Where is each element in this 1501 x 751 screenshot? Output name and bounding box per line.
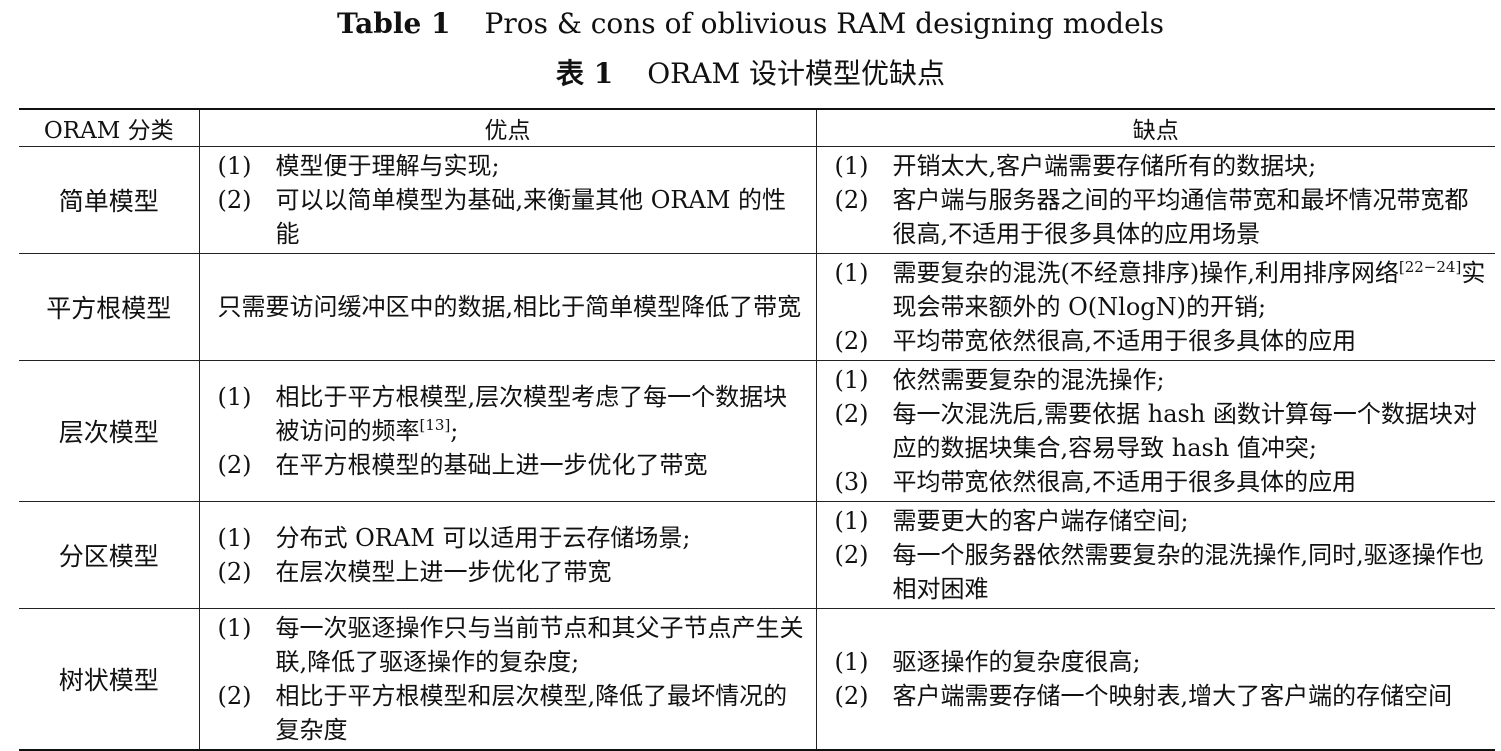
list-item: (1) 驱逐操作的复杂度很高;: [835, 645, 1490, 679]
item-number: (1): [217, 152, 252, 180]
item-number: (2): [217, 186, 252, 214]
item-text-part: ;: [450, 417, 459, 445]
list-item: (2) 相比于平方根模型和层次模型,降低了最坏情况的复杂度: [218, 679, 810, 747]
item-text: 模型便于理解与实现;: [275, 152, 500, 180]
item-text: 需要复杂的混洗(不经意排序)操作,利用排序网络[22−24]实现会带来额外的 O…: [893, 256, 1490, 324]
item-number: (2): [834, 400, 869, 428]
list-item: (1) 需要复杂的混洗(不经意排序)操作,利用排序网络[22−24]实现会带来额外…: [835, 256, 1490, 324]
item-text-part: 相比于平方根模型,层次模型考虑了每一个数据块被访问的频率: [275, 383, 788, 445]
list-item: (2) 每一个服务器依然需要复杂的混洗操作,同时,驱逐操作也相对困难: [835, 538, 1490, 606]
item-text: 每一次驱逐操作只与当前节点和其父子节点产生关联,降低了驱逐操作的复杂度;: [275, 614, 804, 676]
list-item: (2) 在平方根模型的基础上进一步优化了带宽: [218, 448, 810, 482]
table-caption-en: Table 1 Pros & cons of oblivious RAM desi…: [0, 4, 1501, 44]
item-number: (3): [834, 468, 869, 496]
list-item: (2) 在层次模型上进一步优化了带宽: [218, 555, 810, 589]
list-item: (2) 可以以简单模型为基础,来衡量其他 ORAM 的性能: [218, 183, 810, 251]
table-caption-zh: 表 1 ORAM 设计模型优缺点: [0, 54, 1501, 94]
item-text: 开销太大,客户端需要存储所有的数据块;: [892, 152, 1317, 180]
item-number: (1): [834, 152, 869, 180]
item-number: (2): [834, 541, 869, 569]
cons-cell: (1) 依然需要复杂的混洗操作; (2) 每一次混洗后,需要依据 hash 函数计算…: [815, 360, 1495, 502]
list-item: (1) 依然需要复杂的混洗操作;: [835, 363, 1490, 397]
table-row: 层次模型 (1) 相比于平方根模型,层次模型考虑了每一个数据块被访问的频率[13]…: [19, 360, 1495, 502]
list-item: (2) 每一次混洗后,需要依据 hash 函数计算每一个数据块对应的数据块集合,容…: [835, 397, 1490, 465]
item-number: (2): [834, 186, 869, 214]
item-number: (1): [834, 648, 869, 676]
item-number: (1): [834, 259, 869, 287]
caption-en-title: Pros & cons of oblivious RAM designing m…: [484, 7, 1164, 40]
category-cell: 树状模型: [19, 608, 200, 751]
list-item: (1) 需要更大的客户端存储空间;: [835, 504, 1490, 538]
item-text: 在层次模型上进一步优化了带宽: [275, 558, 612, 586]
item-text: 相比于平方根模型和层次模型,降低了最坏情况的复杂度: [275, 682, 788, 744]
item-number: (2): [834, 682, 869, 710]
list-item: (1) 开销太大,客户端需要存储所有的数据块;: [835, 149, 1490, 183]
header-cons: 缺点: [815, 108, 1495, 147]
item-text: 可以以简单模型为基础,来衡量其他 ORAM 的性能: [275, 186, 787, 248]
item-text-part: 需要复杂的混洗(不经意排序)操作,利用排序网络: [892, 259, 1399, 287]
item-text: 平均带宽依然很高,不适用于很多具体的应用: [892, 327, 1357, 355]
item-text: 驱逐操作的复杂度很高;: [892, 648, 1141, 676]
list-item: (2) 客户端需要存储一个映射表,增大了客户端的存储空间: [835, 679, 1490, 713]
item-number: (1): [217, 524, 252, 552]
item-text: 依然需要复杂的混洗操作;: [892, 366, 1165, 394]
item-number: (2): [834, 327, 869, 355]
table-row: 分区模型 (1) 分布式 ORAM 可以适用于云存储场景; (2) 在层次模型上进一…: [19, 501, 1495, 609]
cons-cell: (1) 驱逐操作的复杂度很高; (2) 客户端需要存储一个映射表,增大了客户端的存储…: [815, 608, 1495, 751]
item-number: (2): [217, 558, 252, 586]
item-text-part: 实现会带来额外的 O(NlogN)的开销;: [892, 259, 1486, 321]
item-number: (2): [217, 682, 252, 710]
item-text: 分布式 ORAM 可以适用于云存储场景;: [275, 524, 691, 552]
item-number: (1): [834, 507, 869, 535]
list-item: (1) 模型便于理解与实现;: [218, 149, 810, 183]
item-text: 客户端需要存储一个映射表,增大了客户端的存储空间: [892, 682, 1453, 710]
list-item: (2) 客户端与服务器之间的平均通信带宽和最坏情况带宽都很高,不适用于很多具体的应…: [835, 183, 1490, 251]
item-text: 需要更大的客户端存储空间;: [892, 507, 1189, 535]
category-cell: 平方根模型: [19, 253, 200, 361]
caption-en-label: Table 1: [336, 7, 451, 40]
pros-cell: (1) 相比于平方根模型,层次模型考虑了每一个数据块被访问的频率[13]; (2)…: [198, 360, 817, 502]
list-item: (1) 每一次驱逐操作只与当前节点和其父子节点产生关联,降低了驱逐操作的复杂度;: [218, 611, 810, 679]
list-item: (1) 相比于平方根模型,层次模型考虑了每一个数据块被访问的频率[13];: [218, 380, 810, 448]
table-row: 平方根模型 只需要访问缓冲区中的数据,相比于简单模型降低了带宽 (1) 需要复杂的…: [19, 253, 1495, 361]
citation-superscript: [22−24]: [1398, 258, 1462, 276]
citation-superscript: [13]: [419, 416, 451, 434]
pros-cell: (1) 分布式 ORAM 可以适用于云存储场景; (2) 在层次模型上进一步优化了带…: [198, 501, 817, 609]
cons-cell: (1) 开销太大,客户端需要存储所有的数据块; (2) 客户端与服务器之间的平均通信…: [815, 146, 1495, 254]
category-cell: 层次模型: [19, 360, 200, 502]
list-item: (1) 分布式 ORAM 可以适用于云存储场景;: [218, 521, 810, 555]
caption-zh-label: 表 1: [555, 57, 614, 90]
item-number: (1): [834, 366, 869, 394]
table-header-row: ORAM 分类 优点 缺点: [19, 108, 1495, 147]
table-row: 树状模型 (1) 每一次驱逐操作只与当前节点和其父子节点产生关联,降低了驱逐操作的…: [19, 608, 1495, 751]
item-number: (2): [217, 451, 252, 479]
cons-cell: (1) 需要更大的客户端存储空间; (2) 每一个服务器依然需要复杂的混洗操作,同时…: [815, 501, 1495, 609]
oram-comparison-table: ORAM 分类 优点 缺点 简单模型 (1) 模型便于理解与实现; (2) 可以以简…: [19, 108, 1495, 751]
item-text: 平均带宽依然很高,不适用于很多具体的应用: [892, 468, 1357, 496]
caption-zh-title: ORAM 设计模型优缺点: [647, 57, 946, 90]
header-category: ORAM 分类: [19, 108, 200, 147]
item-text: 每一次混洗后,需要依据 hash 函数计算每一个数据块对应的数据块集合,容易导致…: [892, 400, 1477, 462]
item-text: 相比于平方根模型,层次模型考虑了每一个数据块被访问的频率[13];: [276, 380, 810, 448]
category-cell: 简单模型: [19, 146, 200, 254]
pros-cell: (1) 每一次驱逐操作只与当前节点和其父子节点产生关联,降低了驱逐操作的复杂度; …: [198, 608, 817, 751]
pros-cell: (1) 模型便于理解与实现; (2) 可以以简单模型为基础,来衡量其他 ORAM 的…: [198, 146, 817, 254]
item-text: 客户端与服务器之间的平均通信带宽和最坏情况带宽都很高,不适用于很多具体的应用场景: [892, 186, 1469, 248]
item-text: 每一个服务器依然需要复杂的混洗操作,同时,驱逐操作也相对困难: [892, 541, 1484, 603]
header-pros: 优点: [198, 108, 817, 147]
list-item: (3) 平均带宽依然很高,不适用于很多具体的应用: [835, 465, 1490, 499]
pros-text: 只需要访问缓冲区中的数据,相比于简单模型降低了带宽: [217, 293, 802, 321]
item-number: (1): [217, 383, 252, 411]
category-cell: 分区模型: [19, 501, 200, 609]
cons-cell: (1) 需要复杂的混洗(不经意排序)操作,利用排序网络[22−24]实现会带来额外…: [815, 253, 1495, 361]
item-number: (1): [217, 614, 252, 642]
table-row: 简单模型 (1) 模型便于理解与实现; (2) 可以以简单模型为基础,来衡量其他 O…: [19, 146, 1495, 254]
pros-cell: 只需要访问缓冲区中的数据,相比于简单模型降低了带宽: [198, 253, 817, 361]
list-item: (2) 平均带宽依然很高,不适用于很多具体的应用: [835, 324, 1490, 358]
item-text: 在平方根模型的基础上进一步优化了带宽: [275, 451, 708, 479]
